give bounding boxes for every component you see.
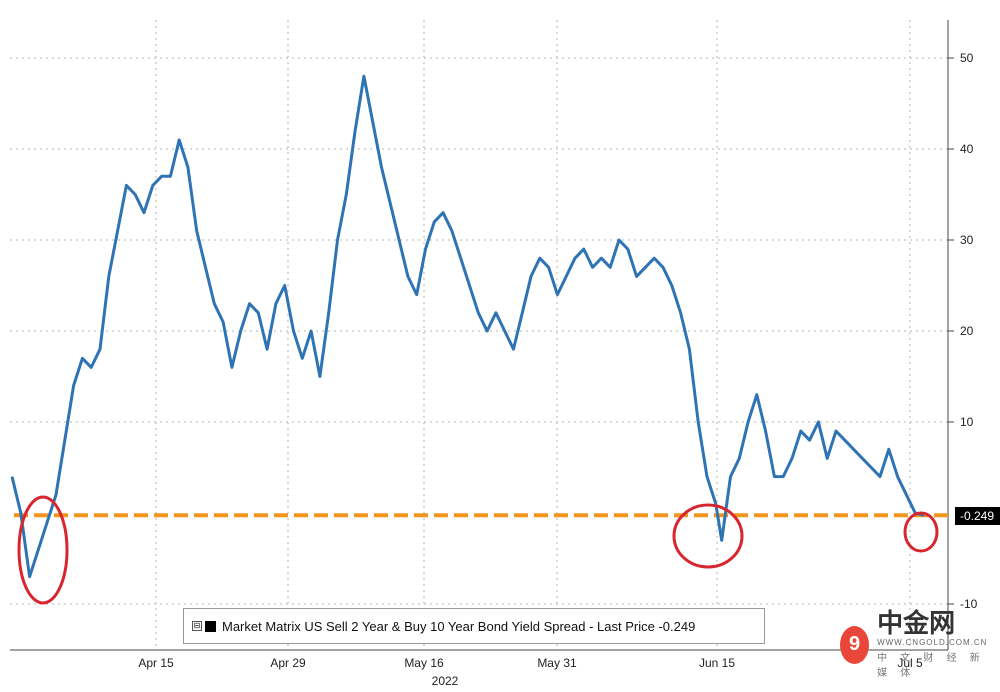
x-axis: Apr 15 Apr 29 May 16 May 31 Jun 15 Jul 5 bbox=[10, 649, 948, 670]
chart-legend[interactable]: ⊟ Market Matrix US Sell 2 Year & Buy 10 … bbox=[183, 608, 765, 644]
highlight-circle bbox=[903, 511, 939, 553]
y-tick-label: -10 bbox=[960, 597, 978, 611]
x-tick-label: Apr 15 bbox=[138, 656, 174, 670]
spread-series-line bbox=[10, 74, 925, 579]
highlight-circles bbox=[17, 495, 939, 605]
legend-text: Market Matrix US Sell 2 Year & Buy 10 Ye… bbox=[222, 618, 696, 634]
watermark: 9 中金网 WWW.CNGOLD.COM.CN 中 文 财 经 新 媒 体 bbox=[840, 610, 995, 679]
x-tick-label: May 16 bbox=[404, 656, 444, 670]
legend-toggle-icon[interactable]: ⊟ bbox=[192, 621, 202, 631]
watermark-subtitle: 中 文 财 经 新 媒 体 bbox=[877, 653, 985, 679]
y-tick-label: 40 bbox=[960, 142, 974, 156]
x-tick-label: Apr 29 bbox=[270, 656, 306, 670]
watermark-site: WWW.CNGOLD.COM.CN bbox=[877, 638, 988, 647]
x-tick-label: Jun 15 bbox=[699, 656, 735, 670]
legend-swatch bbox=[205, 620, 216, 632]
highlight-circle bbox=[17, 495, 69, 605]
y-tick-label: 30 bbox=[960, 233, 974, 247]
y-tick-label: 50 bbox=[960, 51, 974, 65]
y-tick-label: 10 bbox=[960, 415, 974, 429]
watermark-title: 中金网 bbox=[877, 609, 956, 639]
x-year-label: 2022 bbox=[432, 674, 459, 688]
highlight-circle bbox=[672, 503, 744, 569]
y-tick-label: 20 bbox=[960, 324, 974, 338]
x-tick-label: Jul 5 bbox=[897, 656, 923, 670]
x-tick-label: May 31 bbox=[537, 656, 577, 670]
watermark-logo-icon: 9 bbox=[840, 625, 870, 664]
y-axis: -10 10 20 30 40 50 bbox=[947, 20, 978, 650]
grid-lines bbox=[10, 20, 948, 650]
last-price-tag: -0.249 bbox=[955, 507, 1000, 525]
